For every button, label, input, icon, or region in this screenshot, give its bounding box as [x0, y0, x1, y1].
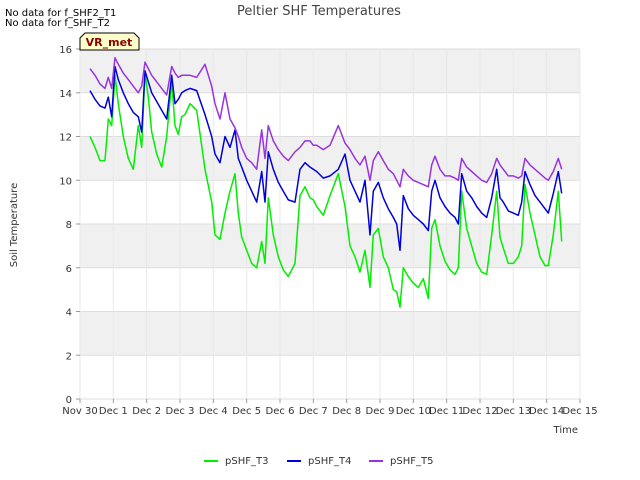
y-tick-label: 0: [66, 395, 72, 406]
x-tick-label: Dec 11: [429, 406, 464, 417]
chart-title: Peltier SHF Temperatures: [237, 4, 401, 19]
x-tick-label: Dec 9: [366, 406, 395, 417]
grid-lines: [79, 48, 581, 400]
x-tick-label: Dec 7: [299, 406, 328, 417]
x-tick-label: Dec 6: [266, 406, 295, 417]
x-tick-label: Dec 12: [462, 406, 497, 417]
y-axis-label: Soil Temperature: [9, 183, 20, 268]
plot-band: [80, 224, 580, 268]
plot-band: [80, 136, 580, 181]
y-tick-label: 12: [59, 133, 72, 144]
y-tick-label: 10: [59, 176, 72, 187]
x-axis-label: Time: [553, 425, 578, 436]
series-lines: [89, 57, 563, 308]
plot-band: [80, 311, 580, 356]
vr-met-label: VR_met: [86, 36, 133, 49]
legend-label: pSHF_T5: [390, 456, 433, 467]
legend-label: pSHF_T3: [225, 456, 268, 467]
vr-met-badge: VR_met: [79, 32, 140, 51]
y-tick-label: 6: [66, 264, 72, 275]
legend: pSHF_T3 pSHF_T4 pSHF_T5: [204, 456, 433, 467]
x-axis-ticks: Nov 30 Dec 1 Dec 2 Dec 3 Dec 4 Dec 5 Dec 6 Dec …: [62, 399, 598, 417]
x-tick-label: Dec 5: [232, 406, 261, 417]
legend-label: pSHF_T4: [308, 456, 351, 467]
plot-band: [80, 49, 580, 93]
x-tick-label: Dec 15: [562, 406, 597, 417]
no-data-note-1: No data for f_SHF2_T1: [5, 8, 117, 19]
series-line-pSHF_T5: [89, 57, 563, 188]
x-tick-label: Nov 30: [62, 406, 97, 417]
x-tick-label: Dec 14: [529, 406, 564, 417]
x-tick-label: Dec 10: [396, 406, 431, 417]
series-line-pSHF_T4: [89, 65, 563, 252]
x-tick-label: Dec 2: [132, 406, 161, 417]
no-data-note-2: No data for f_SHF_T2: [5, 18, 111, 29]
y-tick-label: 14: [59, 89, 72, 100]
series-line-pSHF_T3: [89, 72, 563, 308]
x-tick-label: Dec 8: [332, 406, 361, 417]
x-tick-label: Dec 4: [199, 406, 228, 417]
x-tick-label: Dec 13: [496, 406, 531, 417]
y-tick-label: 16: [59, 45, 72, 56]
y-axis-ticks: 0 2 4 6 8 10 12 14 16: [59, 45, 80, 406]
y-tick-label: 4: [66, 308, 72, 319]
x-tick-label: Dec 3: [166, 406, 195, 417]
y-tick-label: 8: [66, 220, 72, 231]
y-tick-label: 2: [66, 351, 72, 362]
x-tick-label: Dec 1: [99, 406, 128, 417]
